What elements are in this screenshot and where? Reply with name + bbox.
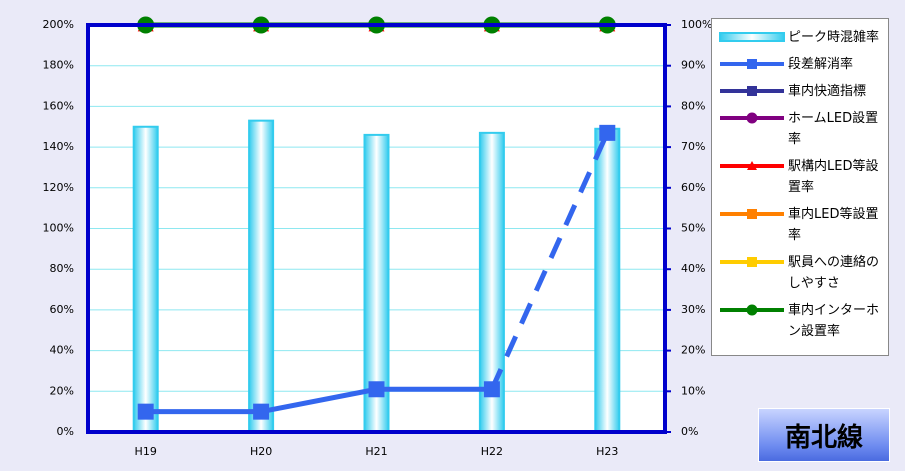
point (483, 381, 500, 398)
y-tick-label: 60% (50, 303, 74, 316)
legend-entry: 車内快適指標 (718, 81, 884, 102)
point (368, 381, 385, 398)
legend-marker (746, 112, 758, 124)
legend: ピーク時混雑率 段差解消率車内快適指標ホームLED設置率 駅構内LED等設置率 車内L… (711, 18, 889, 356)
legend-marker (747, 59, 757, 69)
y-tick-label: 140% (43, 140, 74, 153)
legend-icon (720, 112, 784, 124)
legend-marker (747, 86, 757, 96)
y2-tick-label: 50% (681, 222, 705, 235)
legend-marker (747, 209, 757, 219)
legend-icon (720, 59, 784, 69)
x-tick-label: H22 (481, 445, 503, 458)
legend-entry: 段差解消率 (718, 54, 884, 75)
x-tick-label: H19 (135, 445, 157, 458)
legend-label: 車内LED等設置率 (788, 207, 879, 243)
legend-entry: 駅構内LED等設置率 (718, 156, 884, 198)
x-tick-label: H21 (365, 445, 387, 458)
bar (248, 119, 275, 434)
y-tick-label: 40% (50, 344, 74, 357)
legend-marker (747, 161, 757, 170)
legend-icon (719, 32, 785, 42)
y2-tick-label: 20% (681, 344, 705, 357)
legend-entry: 車内インターホン設置率 (718, 300, 884, 342)
legend-label: 車内インターホン設置率 (788, 303, 880, 339)
legend-icon (720, 86, 784, 96)
legend-label: 段差解消率 (788, 57, 854, 72)
y2-tick-label: 60% (681, 181, 705, 194)
bar (132, 125, 159, 433)
y-tick-label: 200% (43, 18, 74, 31)
y-tick-label: 120% (43, 181, 74, 194)
legend-entry: ホームLED設置率 (718, 108, 884, 150)
legend-entry: ピーク時混雑率 (718, 27, 884, 48)
y2-tick-label: 10% (681, 384, 705, 397)
legend-icon (720, 209, 784, 219)
legend-entry: 駅員への連絡のしやすさ (718, 252, 884, 294)
point (137, 403, 154, 420)
legend-icon (720, 304, 784, 316)
legend-label: ホームLED設置率 (788, 111, 879, 147)
y2-tick-label: 90% (681, 59, 705, 72)
y2-tick-label: 70% (681, 140, 705, 153)
legend-icon (720, 257, 784, 267)
y2-tick-label: 30% (681, 303, 705, 316)
y-tick-label: 180% (43, 59, 74, 72)
y2-tick-label: 40% (681, 262, 705, 275)
line-segment (489, 131, 610, 391)
legend-label: 駅構内LED等設置率 (788, 159, 879, 195)
legend-label: 駅員への連絡のしやすさ (788, 255, 880, 291)
legend-swatch (719, 32, 785, 42)
line-badge: 南北線 (758, 408, 890, 462)
legend-entry: 車内LED等設置率 (718, 204, 884, 246)
y-tick-label: 100% (43, 222, 74, 235)
y2-tick-label: 0% (681, 425, 698, 438)
legend-marker (747, 257, 757, 267)
x-tick-label: H23 (596, 445, 618, 458)
y-tick-label: 0% (57, 425, 74, 438)
y-tick-label: 160% (43, 99, 74, 112)
line-segment (260, 386, 377, 415)
bar (594, 127, 621, 433)
y2-tick-label: 100% (681, 18, 712, 31)
y2-tick-label: 80% (681, 99, 705, 112)
y-tick-label: 20% (50, 384, 74, 397)
legend-label: 車内快適指標 (788, 84, 867, 99)
legend-label: ピーク時混雑率 (788, 30, 880, 45)
point (253, 403, 270, 420)
x-tick-label: H20 (250, 445, 272, 458)
plot-border (86, 23, 667, 434)
legend-marker (746, 304, 758, 316)
y-tick-label: 80% (50, 262, 74, 275)
legend-icon (720, 161, 784, 170)
point (599, 124, 616, 141)
